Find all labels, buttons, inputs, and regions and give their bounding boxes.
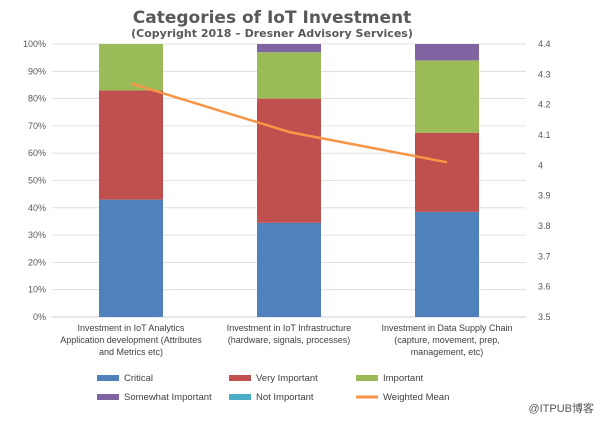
legend-label: Weighted Mean — [383, 392, 449, 403]
y2-tick-label: 4 — [538, 160, 543, 170]
y-tick-label: 70% — [28, 121, 46, 131]
y2-tick-label: 3.8 — [538, 221, 551, 231]
category-label: management, etc) — [411, 347, 484, 357]
y-tick-label: 0% — [33, 312, 46, 322]
category-label: (capture, movement, prep, — [394, 335, 500, 345]
category-label: (hardware, signals, processes) — [228, 335, 351, 345]
category-label: Investment in Data Supply Chain — [381, 323, 512, 333]
category-label: Investment in IoT Infrastructure — [227, 323, 351, 333]
y-tick-label: 90% — [28, 66, 46, 76]
bars — [99, 44, 479, 317]
bar-segment-important — [257, 52, 321, 99]
y-tick-label: 20% — [28, 257, 46, 267]
legend-swatch — [229, 375, 251, 381]
category-label: Investment in IoT Analytics — [78, 323, 185, 333]
weighted-mean-line — [130, 82, 448, 164]
y2-tick-label: 3.6 — [538, 282, 551, 292]
bar-segment-important — [415, 60, 479, 133]
y2-tick-label: 4.3 — [538, 69, 551, 79]
y2-tick-label: 3.5 — [538, 312, 551, 322]
chart-subtitle: (Copyright 2018 – Dresner Advisory Servi… — [131, 27, 413, 40]
y2-tick-label: 3.7 — [538, 251, 551, 261]
y-tick-label: 80% — [28, 94, 46, 104]
legend: Critical Very Important Important Somewhat … — [97, 373, 449, 403]
bar-segment-critical — [99, 199, 163, 317]
y2-tick-label: 3.9 — [538, 191, 551, 201]
bar-segment-very-important — [415, 132, 479, 212]
y-tick-label: 10% — [28, 285, 46, 295]
bar-segment-critical — [257, 222, 321, 317]
legend-swatch — [356, 375, 378, 381]
bar-segment-somewhat-important — [415, 44, 479, 61]
legend-label: Important — [383, 373, 423, 384]
bar-segment-somewhat-important — [257, 44, 321, 53]
y-tick-label: 50% — [28, 176, 46, 186]
legend-label: Somewhat Important — [124, 392, 212, 403]
y-tick-label: 100% — [23, 39, 46, 49]
chart-title: Categories of IoT Investment — [133, 8, 412, 28]
legend-swatch — [97, 394, 119, 400]
bar-segment-important — [99, 44, 163, 91]
y2-tick-label: 4.1 — [538, 130, 551, 140]
legend-swatch — [97, 375, 119, 381]
y-tick-label: 30% — [28, 230, 46, 240]
legend-label: Very Important — [256, 373, 318, 384]
y-axis-left: 0% 10% 20% 30% 40% 50% 60% 70% 80% 90% 100% — [23, 39, 46, 322]
bar-segment-critical — [415, 211, 479, 317]
category-labels: Investment in IoT Analytics Application d… — [60, 323, 512, 357]
legend-label: Critical — [124, 373, 153, 384]
category-label: and Metrics etc) — [99, 347, 163, 357]
bar-segment-very-important — [99, 90, 163, 200]
y2-tick-label: 4.2 — [538, 100, 551, 110]
y-tick-label: 60% — [28, 148, 46, 158]
weighted-mean-polyline — [130, 82, 448, 164]
legend-label: Not Important — [256, 392, 314, 403]
watermark: @ITPUB博客 — [528, 401, 594, 415]
y2-tick-label: 4.4 — [538, 39, 551, 49]
legend-swatch — [229, 394, 251, 400]
y-axis-right: 3.5 3.6 3.7 3.8 3.9 4 4.1 4.2 4.3 4.4 — [538, 39, 551, 322]
y-tick-label: 40% — [28, 203, 46, 213]
category-label: Application development (Attributes — [60, 335, 202, 345]
bar-segment-very-important — [257, 98, 321, 223]
